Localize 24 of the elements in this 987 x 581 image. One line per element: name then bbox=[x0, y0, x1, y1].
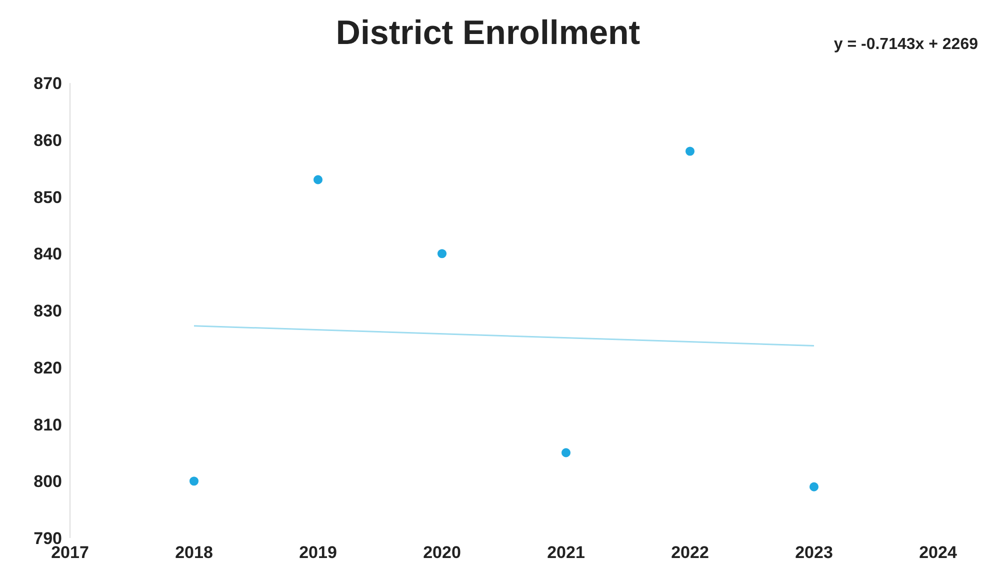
x-tick-label: 2020 bbox=[423, 543, 461, 562]
chart-title: District Enrollment bbox=[336, 14, 640, 52]
y-tick-label: 860 bbox=[34, 130, 62, 150]
point bbox=[437, 249, 447, 258]
point bbox=[313, 175, 323, 184]
x-tick-label: 2023 bbox=[795, 543, 833, 562]
x-tick-label: 2019 bbox=[299, 543, 337, 562]
y-tick-label: 840 bbox=[34, 244, 62, 264]
y-tick-label: 820 bbox=[34, 358, 62, 378]
x-tick-label: 2018 bbox=[175, 543, 213, 562]
point bbox=[189, 476, 199, 486]
y-tick-label: 810 bbox=[34, 415, 62, 434]
y-tick-label: 850 bbox=[34, 188, 62, 207]
text: y = -0.7143x + 2269 bbox=[834, 36, 978, 54]
point bbox=[685, 146, 695, 156]
x-tick-label: 2021 bbox=[547, 543, 585, 562]
x-tick-label: 2017 bbox=[51, 543, 89, 562]
y-tick-label: 830 bbox=[34, 302, 62, 321]
y-tick-label: 870 bbox=[34, 74, 62, 94]
y-tick-label: 800 bbox=[34, 472, 62, 492]
x-tick-label: 2022 bbox=[671, 543, 709, 562]
point bbox=[561, 448, 571, 458]
x-tick-label: 2024 bbox=[919, 543, 958, 562]
point bbox=[809, 482, 819, 492]
